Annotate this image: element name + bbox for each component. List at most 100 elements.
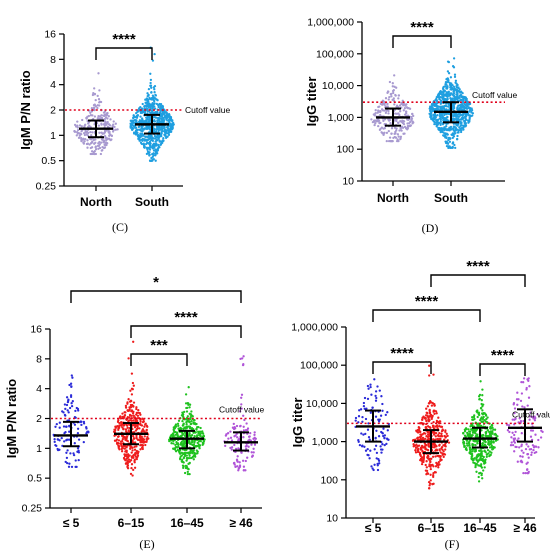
data-point	[158, 140, 161, 143]
data-point	[416, 444, 419, 448]
data-point	[431, 455, 435, 458]
significance-label: *	[153, 274, 159, 291]
y-tick-label: 16	[44, 29, 56, 41]
data-point	[429, 479, 432, 482]
data-point	[164, 133, 167, 136]
data-point	[445, 432, 448, 435]
data-point	[520, 444, 523, 448]
data-point	[155, 144, 158, 147]
cutoff-label: Cutoff value	[219, 405, 264, 415]
data-point	[381, 443, 384, 446]
data-point	[484, 434, 487, 437]
data-point	[481, 403, 484, 407]
data-point	[428, 402, 431, 405]
data-point	[425, 444, 428, 447]
x-tick-label: 16–45	[463, 521, 497, 535]
data-point	[404, 104, 407, 107]
data-point	[372, 468, 375, 472]
data-point	[459, 118, 463, 121]
data-point	[434, 435, 437, 438]
data-point	[74, 416, 77, 419]
data-point	[428, 408, 431, 412]
data-point	[156, 116, 160, 120]
data-point	[513, 407, 517, 410]
data-point	[460, 95, 463, 99]
data-point	[157, 125, 160, 128]
data-point	[388, 80, 392, 84]
data-point	[420, 456, 424, 459]
data-point	[183, 451, 187, 454]
data-point	[471, 112, 475, 115]
data-point	[453, 73, 457, 76]
data-point	[135, 411, 138, 415]
data-point	[71, 376, 74, 379]
data-point	[149, 72, 152, 75]
data-point	[490, 424, 494, 427]
data-point	[85, 117, 88, 120]
data-point	[480, 463, 483, 466]
data-point	[452, 90, 455, 93]
data-point	[441, 428, 444, 431]
data-point	[452, 57, 456, 60]
data-point	[439, 99, 442, 102]
data-point	[439, 458, 442, 461]
data-point	[491, 426, 494, 429]
data-point	[134, 126, 138, 129]
data-point	[439, 120, 442, 123]
data-point	[198, 434, 201, 437]
data-point	[252, 447, 255, 450]
data-point	[172, 447, 175, 450]
data-point	[100, 123, 103, 126]
data-point	[428, 431, 431, 434]
data-point	[177, 450, 181, 453]
data-point	[471, 450, 474, 453]
data-point	[197, 443, 200, 446]
data-point	[124, 404, 128, 408]
data-point	[537, 438, 540, 442]
data-point	[70, 385, 73, 388]
data-point	[148, 120, 151, 123]
data-point	[425, 407, 428, 410]
data-point	[138, 125, 141, 128]
data-point	[517, 437, 520, 440]
data-point	[138, 138, 141, 141]
data-point	[185, 420, 188, 424]
data-point	[494, 432, 497, 436]
y-tick-label: 0.5	[41, 155, 56, 167]
data-point	[147, 87, 151, 91]
data-point	[236, 465, 239, 468]
data-point	[431, 107, 434, 111]
data-point	[431, 414, 434, 418]
data-point	[430, 117, 434, 120]
data-point	[85, 427, 88, 430]
data-point	[62, 425, 66, 428]
data-point	[245, 447, 248, 451]
data-point	[160, 134, 163, 138]
data-point	[135, 407, 138, 411]
data-point	[102, 146, 106, 149]
data-point	[101, 148, 104, 152]
data-point	[153, 96, 157, 100]
data-point	[139, 448, 142, 451]
data-point	[519, 399, 523, 403]
series-North	[73, 72, 119, 156]
data-point	[399, 120, 402, 123]
data-point	[455, 117, 458, 120]
data-point	[114, 128, 117, 131]
data-point	[180, 460, 184, 463]
y-axis-label: IgM P/N ratio	[18, 70, 33, 150]
data-point	[197, 440, 201, 443]
data-point	[131, 439, 134, 442]
data-point	[399, 137, 402, 141]
data-point	[179, 458, 182, 461]
data-point	[123, 457, 126, 461]
data-point	[94, 141, 97, 144]
data-point	[73, 130, 76, 133]
data-point	[159, 108, 162, 111]
data-point	[366, 384, 370, 388]
data-point	[468, 435, 471, 438]
data-point	[156, 149, 160, 152]
data-point	[76, 120, 79, 123]
data-point	[488, 443, 491, 446]
data-point	[65, 396, 69, 399]
